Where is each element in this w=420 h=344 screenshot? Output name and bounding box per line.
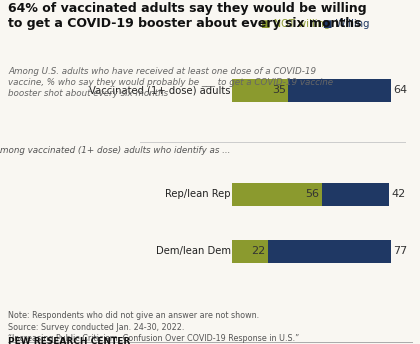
Text: Dem/lean Dem: Dem/lean Dem bbox=[156, 246, 231, 256]
Bar bbox=[288, 79, 391, 102]
Text: 64% of vaccinated adults say they would be willing
to get a COVID-19 booster abo: 64% of vaccinated adults say they would … bbox=[8, 2, 367, 30]
Text: ■ Willing: ■ Willing bbox=[323, 19, 370, 29]
Text: 77: 77 bbox=[393, 246, 407, 256]
Text: Among U.S. adults who have received at least one dose of a COVID-19
vaccine, % w: Among U.S. adults who have received at l… bbox=[8, 67, 333, 98]
Bar bbox=[232, 240, 268, 263]
Text: 22: 22 bbox=[251, 246, 265, 256]
Bar bbox=[232, 79, 288, 102]
Bar bbox=[232, 183, 322, 205]
Text: 56: 56 bbox=[305, 189, 320, 199]
Text: 35: 35 bbox=[272, 85, 286, 95]
Text: 64: 64 bbox=[393, 85, 407, 95]
Text: Among vaccinated (1+ dose) adults who identify as ...: Among vaccinated (1+ dose) adults who id… bbox=[0, 146, 231, 155]
Text: Vaccinated (1+ dose) adults: Vaccinated (1+ dose) adults bbox=[89, 85, 231, 95]
Bar bbox=[268, 240, 391, 263]
Text: Rep/lean Rep: Rep/lean Rep bbox=[165, 189, 231, 199]
Text: Note: Respondents who did not give an answer are not shown.
Source: Survey condu: Note: Respondents who did not give an an… bbox=[8, 311, 299, 343]
Text: 42: 42 bbox=[391, 189, 406, 199]
Text: ■ NOT willing: ■ NOT willing bbox=[261, 19, 331, 29]
Bar bbox=[322, 183, 389, 205]
Text: PEW RESEARCH CENTER: PEW RESEARCH CENTER bbox=[8, 337, 131, 344]
